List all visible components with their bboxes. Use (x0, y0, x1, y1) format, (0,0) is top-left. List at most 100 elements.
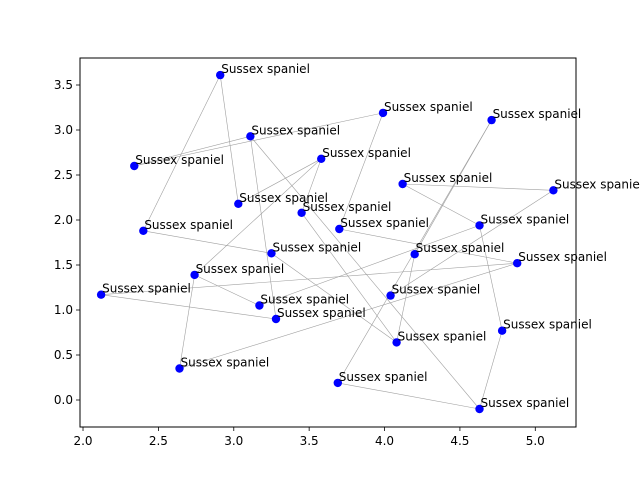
graph-edge (143, 74, 221, 231)
data-point (398, 179, 407, 189)
data-point (190, 270, 199, 280)
point-label: Sussex spaniel (239, 191, 328, 205)
graph-edge (301, 158, 322, 213)
graph-edge (250, 136, 480, 410)
point-label: Sussex spaniel (404, 171, 493, 185)
graph-edge (179, 274, 195, 369)
graph-edge (390, 190, 554, 296)
data-point (271, 314, 281, 324)
point-label: Sussex spaniel (339, 370, 428, 384)
graph-edge (337, 382, 480, 410)
graph-edge (179, 262, 518, 369)
data-point (216, 70, 225, 80)
graph-edge (396, 254, 415, 343)
x-tick-label: 4.5 (450, 434, 469, 448)
y-tick-label: 1.5 (54, 258, 73, 272)
graph-edge (101, 262, 518, 295)
point-label: Sussex spaniel (322, 146, 411, 160)
y-tick-label: 0.0 (54, 393, 73, 407)
plot-frame (79, 57, 577, 428)
graph-edge (194, 158, 322, 276)
graph-edge (143, 230, 272, 254)
graph-edge (301, 212, 397, 343)
point-label: Sussex spaniel (384, 100, 473, 114)
graph-edge (271, 253, 397, 343)
point-label: Sussex spaniel (196, 262, 285, 276)
point-label: Sussex spaniel (493, 107, 582, 121)
graph-edge (402, 183, 480, 226)
data-point (139, 226, 148, 235)
graph-edge (134, 112, 384, 167)
data-point (392, 338, 401, 347)
point-label: Sussex spaniel (221, 62, 310, 76)
graph-edge (402, 183, 554, 191)
x-axis: 2.0 2.5 3.0 3.5 4.0 4.5 5.0 (73, 427, 545, 448)
point-label: Sussex spaniel (181, 356, 270, 370)
data-point (549, 186, 558, 195)
x-tick-label: 4.0 (375, 434, 394, 448)
point-label: Sussex spaniel (102, 282, 191, 296)
data-point (335, 224, 344, 234)
data-point (234, 199, 243, 208)
point-label: Sussex spaniel (251, 123, 340, 137)
data-point (513, 259, 522, 268)
y-tick-label: 3.0 (54, 123, 73, 137)
graph-edge (339, 112, 384, 230)
graph-edge (194, 274, 260, 306)
x-tick-label: 3.5 (300, 434, 319, 448)
graph-edge (219, 75, 239, 204)
data-point (255, 301, 264, 310)
point-label: Sussex spaniel (144, 218, 233, 232)
data-point (267, 249, 276, 258)
graph-edge (238, 158, 322, 205)
point-label: Sussex spaniel (503, 318, 592, 332)
graph-edge (259, 225, 480, 306)
data-point (297, 208, 306, 217)
data-point (410, 250, 419, 259)
data-point (175, 364, 184, 373)
y-tick-label: 1.0 (54, 303, 73, 317)
point-label: Sussex spaniel (340, 216, 429, 230)
graph-edge (414, 119, 492, 255)
data-point (246, 132, 255, 141)
data-point (475, 221, 484, 230)
data-point (333, 378, 342, 388)
y-tick-label: 2.5 (54, 168, 73, 182)
point-label: Sussex spaniel (260, 293, 349, 307)
graph-edge (479, 225, 503, 331)
graph-edge (479, 330, 503, 410)
data-point (487, 115, 496, 125)
y-axis: 0.0 0.5 1.0 1.5 2.0 2.5 3.0 3.5 (54, 78, 80, 407)
point-label: Sussex spaniel (277, 306, 366, 320)
point-label: Sussex spaniel (135, 153, 224, 167)
point-label: Sussex spaniel (272, 240, 361, 254)
point-label: Sussex spaniel (481, 396, 570, 410)
x-tick-label: 2.0 (73, 434, 92, 448)
y-tick-label: 3.5 (54, 78, 73, 92)
x-tick-label: 2.5 (149, 434, 168, 448)
point-label: Sussex spaniel (392, 283, 481, 297)
point-label: Sussex spaniel (518, 250, 607, 264)
graph-edge (134, 136, 251, 167)
point-label: Sussex spaniel (481, 212, 570, 226)
graph-edge (101, 294, 277, 320)
data-point (497, 326, 507, 335)
data-point (386, 291, 395, 300)
data-point (130, 161, 139, 171)
data-point (475, 404, 484, 414)
graph-edge (250, 136, 277, 320)
data-point (317, 154, 326, 163)
point-label: Sussex spaniel (554, 177, 640, 191)
x-tick-label: 5.0 (526, 434, 545, 448)
graph-edge (339, 228, 518, 264)
point-label: Sussex spaniel (416, 241, 505, 255)
data-point (96, 290, 106, 299)
y-tick-label: 0.5 (54, 348, 73, 362)
data-point (378, 108, 388, 118)
y-tick-label: 2.0 (54, 213, 73, 227)
point-label: Sussex spaniel (398, 329, 487, 343)
x-tick-label: 3.0 (224, 434, 243, 448)
point-label: Sussex spaniel (303, 200, 392, 214)
data-points (96, 70, 558, 414)
